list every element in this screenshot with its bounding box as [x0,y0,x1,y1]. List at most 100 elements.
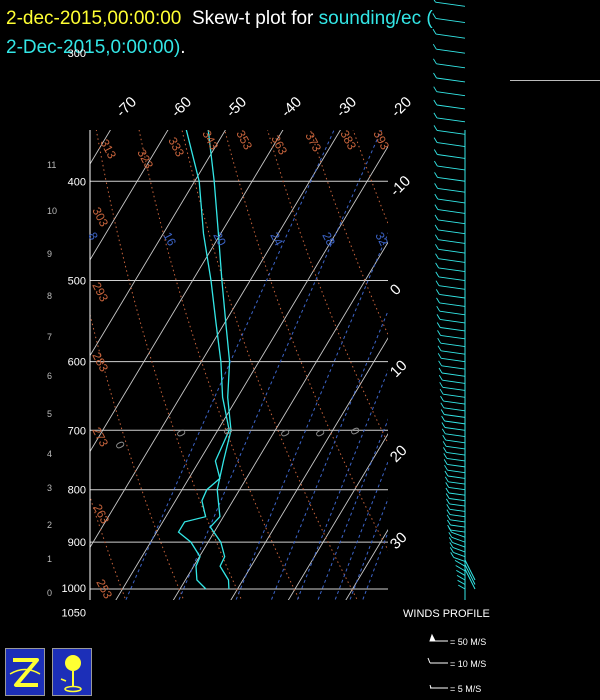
title-source: sounding/ec ( [318,8,433,29]
wind-barb-flag [443,447,447,453]
dry-adiabat-line [309,130,388,336]
wind-barb [453,551,466,558]
wind-barb [437,165,466,171]
pressure-tick-label: 400 [68,176,86,188]
dry-adiabat-label: 333 [165,135,187,160]
wind-barb-flag [443,459,448,465]
dry-adiabat-line [90,312,185,600]
title-period: . [180,37,186,58]
mixing-ratio-label: 0 [112,439,128,452]
dry-adiabat-label: 383 [337,128,359,153]
dry-adiabat-label: 353 [233,128,255,153]
wind-barb [435,17,466,23]
wind-barb [442,379,466,384]
wind-barb [450,519,466,523]
height-km-label: 11 [47,160,56,170]
mixing-ratio-label: 28 [319,230,338,249]
wind-barb-flag [434,234,439,240]
wind-barb-flag [433,125,438,131]
wind-barb [454,560,466,567]
wind-barb-flag [445,493,450,499]
mixing-ratio-line [235,232,388,600]
isotherm-line [90,130,341,549]
wind-barb [449,514,466,518]
isotherm-label: -40 [278,93,305,120]
wind-barb [437,209,466,214]
wind-barb [442,386,466,391]
wind-barb [453,556,466,562]
wind-barb [444,414,466,418]
wind-barb [437,154,466,159]
wind-barb-flag [450,552,455,558]
dry-adiabat-label: 303 [89,205,111,230]
wind-barb-flag [434,172,438,178]
isotherm-line [90,130,226,357]
wind-barb-flag [436,314,441,320]
pressure-tick-label: 1000 [62,583,86,595]
mixing-ratio-label: 0 [312,427,328,440]
wind-barb-flag [433,149,438,155]
wind-barb [435,33,466,39]
dry-adiabat-line [0,0,72,611]
wind-barb [437,219,466,225]
isotherm-line [115,145,388,600]
wind-barb [440,350,466,355]
wind-barb-flag [440,409,445,415]
wind-barb-flag [436,297,440,304]
dry-adiabat-label: 283 [89,350,111,375]
wind-barb [449,508,466,512]
wind-barb [447,475,466,479]
title-rule [510,80,600,81]
wind-barb-flag [435,244,439,250]
wind-barb-flag [447,524,451,531]
wind-barb-flag [433,86,438,92]
height-km-label: 4 [47,449,52,459]
pressure-tick-label: 1050 [62,608,86,620]
wind-barb-flag [446,509,451,515]
wind-barb [438,248,466,254]
wind-barb [456,575,466,581]
wind-barb-flag [433,137,438,143]
wind-barb [436,104,466,110]
wind-barb-flag [436,322,441,328]
mixing-ratio-label: 0 [220,425,236,438]
wind-barb [438,267,466,273]
wind-barb [464,559,476,581]
wind-barb [447,463,466,468]
wind-barb-flag [444,464,448,471]
weather-station-icon[interactable] [52,648,92,696]
height-km-label: 0 [47,588,52,598]
wind-barb-flag [437,345,442,352]
isotherm-label: -60 [168,93,195,120]
wind-barb-flag [442,434,447,441]
wind-barb [438,285,466,290]
dry-adiabat-line [458,0,600,611]
dry-adiabat-label: 313 [97,137,119,162]
isotherm-line [0,0,163,611]
dry-adiabat-label: 393 [370,128,392,153]
wind-barb-flag [437,353,442,359]
wind-barb-flag [438,367,443,374]
mixing-ratio-label: 20 [210,230,229,249]
z-logo-icon[interactable] [5,648,45,696]
wind-barb-flag [440,395,444,402]
wind-barb [448,481,466,485]
wind-barb-flag [438,374,443,381]
plot-area [0,0,600,611]
wind-barb [438,239,466,244]
wind-barb [455,565,466,572]
wind-barb [440,342,466,348]
wind-barb [436,117,466,123]
height-km-label: 10 [47,206,57,216]
height-km-label: 8 [47,291,52,301]
height-km-label: 9 [47,249,52,259]
wind-barb [437,187,466,193]
height-km-label: 1 [47,554,52,564]
dry-adiabat-line [224,130,388,552]
wind-barb-flag [443,453,448,459]
mixing-ratio-line [362,530,388,600]
height-km-label: 3 [47,483,52,493]
wind-barb-flag [432,43,437,50]
wind-barb-flag [439,388,444,395]
